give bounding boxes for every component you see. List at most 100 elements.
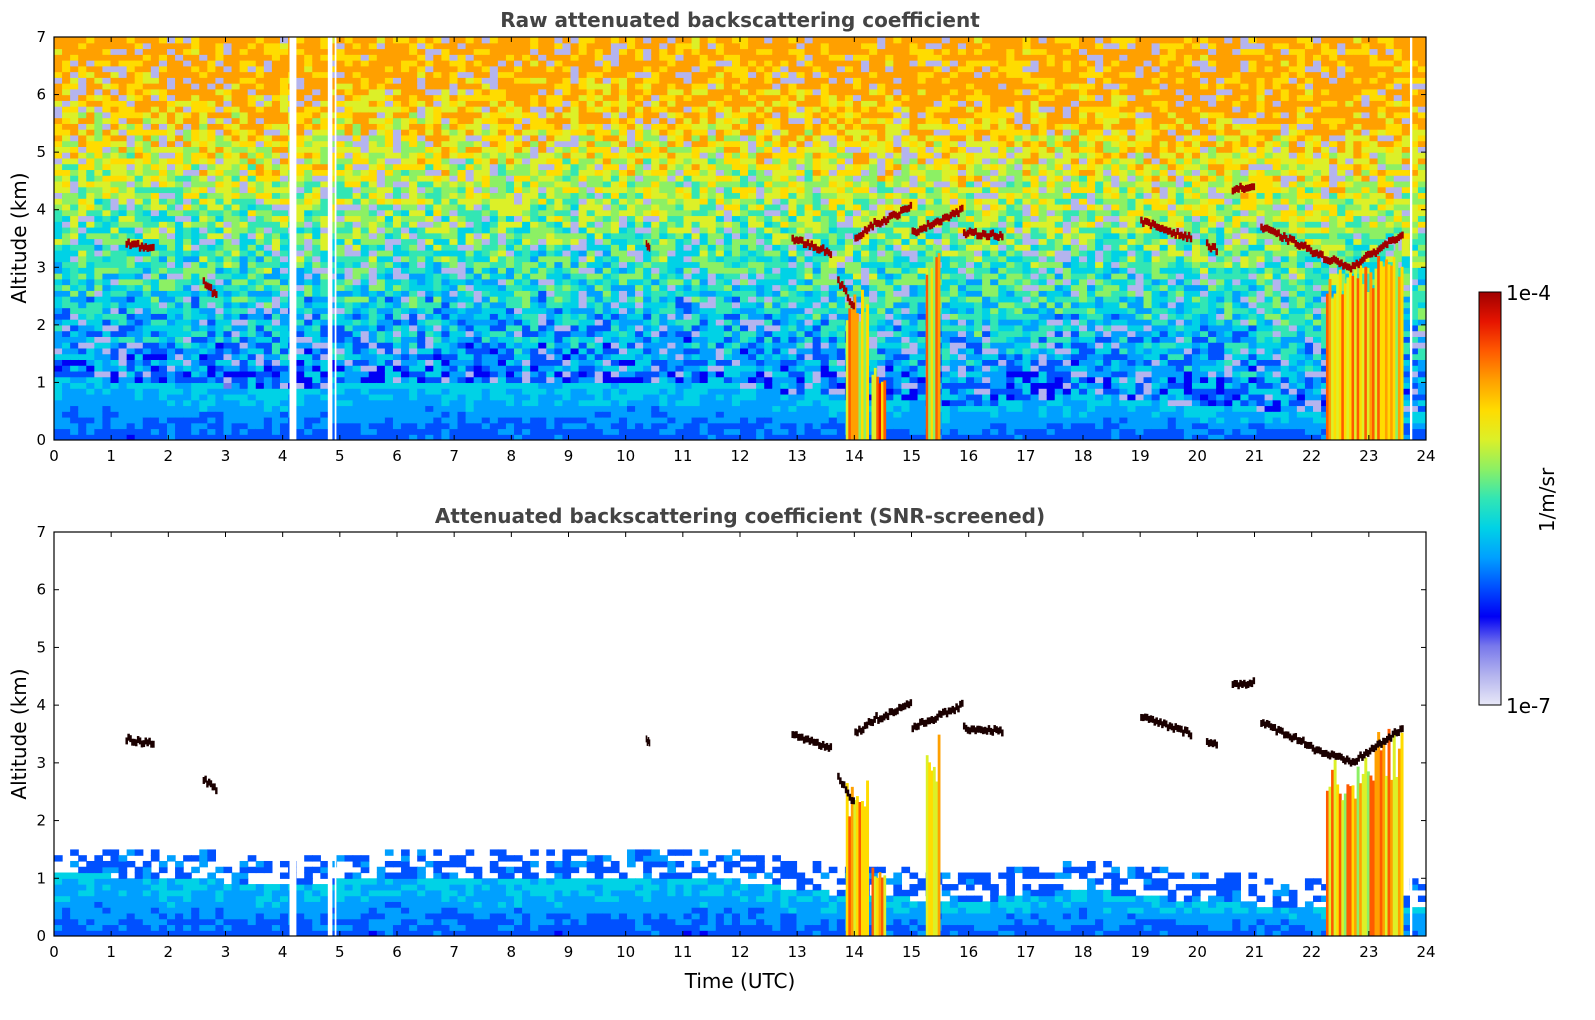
top-field-cell bbox=[570, 434, 580, 440]
top-field-cell bbox=[191, 203, 200, 211]
top-field-cell bbox=[126, 77, 136, 84]
top-field-cell bbox=[70, 405, 79, 412]
top-field-cell bbox=[554, 215, 564, 222]
top-field-cell bbox=[336, 399, 346, 407]
top-field-cell bbox=[352, 221, 362, 228]
top-field-cell bbox=[54, 307, 63, 314]
top-field-cell bbox=[425, 382, 434, 389]
top-field-cell bbox=[94, 388, 104, 395]
top-field-cell bbox=[505, 209, 515, 217]
top-field-cell bbox=[368, 134, 378, 142]
top-field-cell bbox=[336, 267, 346, 274]
top-field-cell bbox=[231, 134, 241, 142]
top-field-cell bbox=[618, 83, 628, 90]
top-field-cell bbox=[263, 238, 273, 245]
top-field-cell bbox=[223, 77, 233, 84]
top-field-cell bbox=[538, 342, 547, 349]
top-field-cell bbox=[578, 123, 588, 130]
top-field-cell bbox=[522, 192, 531, 199]
top-field-cell bbox=[449, 186, 459, 194]
top-field-cell bbox=[78, 370, 87, 378]
top-field-cell bbox=[344, 244, 354, 251]
top-field-cell bbox=[481, 203, 491, 211]
top-field-cell bbox=[118, 301, 128, 309]
top-field-cell bbox=[352, 123, 362, 130]
top-field-cell bbox=[481, 238, 491, 245]
top-field-cell bbox=[239, 284, 249, 291]
top-field-cell bbox=[304, 180, 313, 188]
top-field-cell bbox=[618, 48, 628, 55]
top-field-cell bbox=[223, 393, 233, 401]
top-field-cell bbox=[425, 238, 434, 245]
top-field-cell bbox=[62, 428, 71, 435]
top-field-cell bbox=[279, 428, 289, 435]
top-field-cell bbox=[78, 347, 87, 355]
top-field-cell bbox=[457, 238, 467, 245]
top-field-cell bbox=[102, 54, 112, 61]
top-field-cell bbox=[368, 106, 378, 113]
top-field-cell bbox=[489, 416, 499, 424]
top-field-cell bbox=[231, 106, 241, 113]
top-field-cell bbox=[473, 267, 483, 274]
top-field-cell bbox=[70, 71, 79, 78]
top-field-cell bbox=[102, 307, 112, 314]
top-field-cell bbox=[417, 416, 426, 424]
top-field-cell bbox=[126, 117, 136, 124]
top-field-cell bbox=[126, 342, 136, 349]
top-field-cell bbox=[497, 284, 507, 291]
top-field-cell bbox=[223, 244, 233, 251]
top-field-cell bbox=[425, 221, 434, 228]
top-field-cell bbox=[441, 365, 451, 372]
top-field-cell bbox=[352, 290, 362, 297]
top-field-cell bbox=[126, 365, 136, 372]
top-field-cell bbox=[183, 88, 192, 96]
top-field-cell bbox=[417, 134, 426, 142]
top-field-cell bbox=[570, 405, 580, 412]
top-field-cell bbox=[166, 77, 176, 84]
top-field-cell bbox=[70, 42, 79, 50]
top-field-cell bbox=[409, 267, 418, 274]
top-field-cell bbox=[594, 37, 604, 44]
top-field-cell bbox=[610, 88, 620, 96]
top-field-cell bbox=[271, 152, 281, 159]
top-field-cell bbox=[70, 342, 79, 349]
top-field-cell bbox=[465, 152, 475, 159]
top-field-cell bbox=[86, 290, 95, 297]
top-field-cell bbox=[497, 129, 507, 136]
top-field-cell bbox=[62, 301, 71, 309]
top-field-cell bbox=[199, 284, 208, 291]
top-field-cell bbox=[505, 88, 515, 96]
top-field-cell bbox=[602, 140, 612, 147]
top-field-cell bbox=[344, 180, 354, 188]
top-field-cell bbox=[522, 129, 531, 136]
top-field-cell bbox=[328, 301, 338, 309]
top-field-cell bbox=[62, 215, 71, 222]
top-field-cell bbox=[376, 347, 386, 355]
top-field-cell bbox=[627, 370, 636, 378]
top-field-cell bbox=[158, 393, 168, 401]
top-field-cell bbox=[207, 134, 217, 142]
top-field-cell bbox=[473, 88, 483, 96]
top-field-cell bbox=[150, 278, 160, 286]
top-field-cell bbox=[352, 111, 362, 119]
top-field-cell bbox=[336, 152, 346, 159]
top-field-cell bbox=[384, 152, 394, 159]
top-field-cell bbox=[465, 129, 475, 136]
top-field-cell bbox=[489, 330, 499, 337]
top-field-cell bbox=[514, 163, 523, 171]
top-field-cell bbox=[263, 422, 273, 430]
top-field-cell bbox=[304, 399, 313, 407]
top-field-cell bbox=[126, 330, 136, 337]
top-field-cell bbox=[239, 157, 249, 165]
top-field-cell bbox=[118, 370, 128, 378]
top-field-cell bbox=[94, 347, 104, 355]
top-field-cell bbox=[522, 238, 531, 245]
top-field-cell bbox=[554, 382, 564, 389]
top-field-cell bbox=[231, 54, 241, 61]
top-field-cell bbox=[360, 186, 370, 194]
top-field-cell bbox=[578, 198, 588, 205]
top-field-cell bbox=[215, 382, 225, 389]
top-field-cell bbox=[312, 77, 321, 84]
top-field-cell bbox=[570, 353, 580, 360]
top-field-cell bbox=[94, 422, 104, 430]
